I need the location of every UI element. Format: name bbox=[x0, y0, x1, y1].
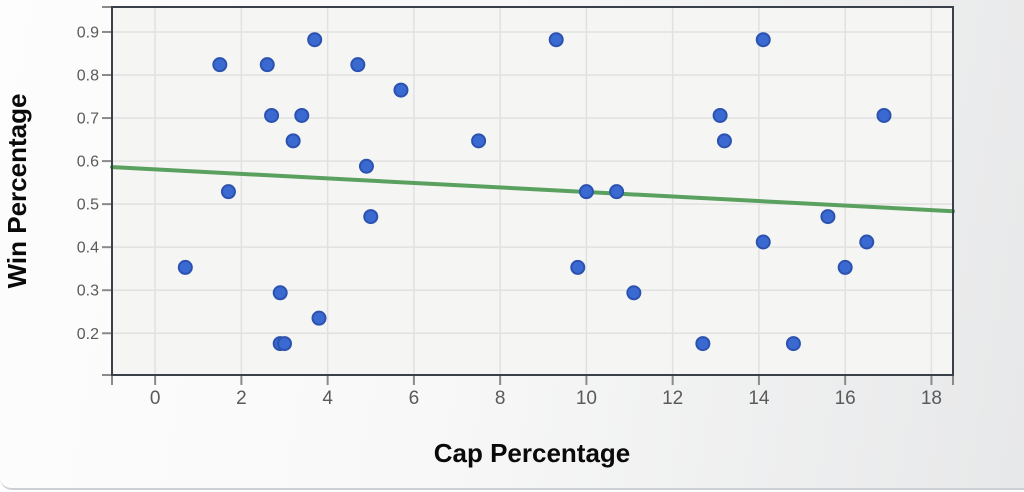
scatter-point[interactable] bbox=[272, 285, 288, 301]
y-axis-title: Win Percentage bbox=[2, 94, 32, 289]
plot-border bbox=[111, 6, 954, 376]
scatter-point[interactable] bbox=[393, 82, 409, 98]
scatter-point[interactable] bbox=[220, 184, 236, 200]
trend-line bbox=[110, 165, 955, 214]
scatter-point[interactable] bbox=[471, 133, 487, 149]
scatter-point[interactable] bbox=[609, 184, 625, 200]
x-tick-label: 0 bbox=[150, 388, 161, 409]
scatter-point[interactable] bbox=[876, 107, 892, 123]
y-tick-label: 0.2 bbox=[77, 326, 99, 343]
scatter-point[interactable] bbox=[716, 133, 732, 149]
scatter-point[interactable] bbox=[264, 107, 280, 123]
scatter-point[interactable] bbox=[859, 234, 875, 250]
y-tick-label: 0.3 bbox=[77, 283, 99, 300]
y-tick-label: 0.5 bbox=[77, 197, 99, 214]
scatter-point[interactable] bbox=[177, 259, 193, 275]
scatter-point[interactable] bbox=[277, 336, 293, 352]
scatter-point[interactable] bbox=[578, 184, 594, 200]
scatter-point[interactable] bbox=[755, 234, 771, 250]
scatter-point[interactable] bbox=[837, 259, 853, 275]
scatter-point[interactable] bbox=[294, 107, 310, 123]
scatter-point[interactable] bbox=[626, 285, 642, 301]
x-tick-label: 18 bbox=[921, 388, 942, 409]
y-tick-label: 0.8 bbox=[77, 68, 99, 85]
scatter-point[interactable] bbox=[548, 32, 564, 48]
x-tick-label: 14 bbox=[748, 388, 770, 409]
scatter-point[interactable] bbox=[311, 310, 327, 326]
scatter-point[interactable] bbox=[307, 32, 323, 48]
x-tick-label: 16 bbox=[835, 388, 856, 409]
data-points bbox=[177, 32, 892, 352]
x-axis-title: Cap Percentage bbox=[434, 438, 631, 468]
scatter-point[interactable] bbox=[785, 336, 801, 352]
x-tick-label: 6 bbox=[409, 388, 420, 409]
scatter-point[interactable] bbox=[259, 57, 275, 73]
scatter-point[interactable] bbox=[755, 32, 771, 48]
x-tick-label: 10 bbox=[576, 388, 597, 409]
x-tick-labels: 0 2 4 6 8 10 12 14 16 18 bbox=[150, 388, 942, 409]
x-tick-label: 12 bbox=[662, 388, 683, 409]
gridlines bbox=[112, 7, 953, 375]
scatter-point[interactable] bbox=[570, 259, 586, 275]
scatter-point[interactable] bbox=[212, 57, 228, 73]
axis-ticks bbox=[102, 6, 954, 385]
x-tick-label: 2 bbox=[236, 388, 247, 409]
scatter-point[interactable] bbox=[350, 57, 366, 73]
scatter-point[interactable] bbox=[285, 133, 301, 149]
x-tick-label: 4 bbox=[322, 388, 333, 409]
y-tick-label: 0.4 bbox=[77, 240, 99, 257]
scatter-point[interactable] bbox=[358, 158, 374, 174]
x-tick-label: 8 bbox=[495, 388, 506, 409]
y-tick-label: 0.9 bbox=[77, 24, 99, 41]
y-tick-label: 0.7 bbox=[77, 111, 99, 128]
y-tick-labels: 0.2 0.3 0.4 0.5 0.6 0.7 0.8 0.9 bbox=[77, 24, 99, 342]
scatter-point[interactable] bbox=[712, 107, 728, 123]
scatter-point[interactable] bbox=[695, 336, 711, 352]
scatter-point[interactable] bbox=[820, 209, 836, 225]
scatter-point[interactable] bbox=[363, 209, 379, 225]
y-tick-label: 0.6 bbox=[77, 154, 99, 171]
